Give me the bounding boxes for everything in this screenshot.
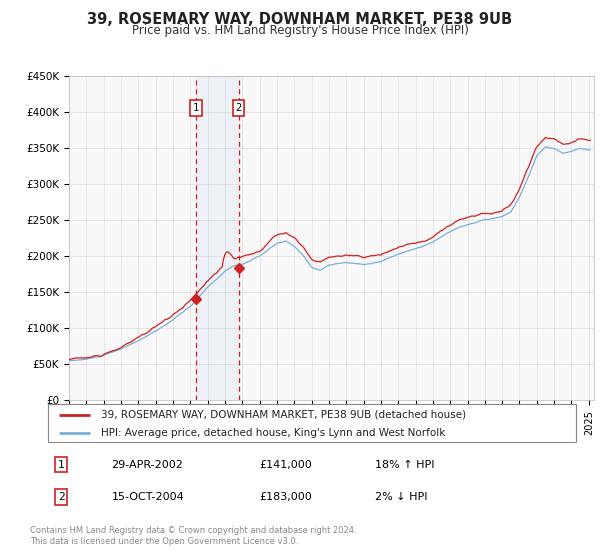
Text: 1: 1 xyxy=(58,460,65,470)
Text: Contains HM Land Registry data © Crown copyright and database right 2024.
This d: Contains HM Land Registry data © Crown c… xyxy=(30,526,356,546)
FancyBboxPatch shape xyxy=(48,404,576,442)
Text: 2: 2 xyxy=(58,492,65,502)
Text: 2: 2 xyxy=(236,103,242,113)
Text: 1: 1 xyxy=(193,103,199,113)
Bar xyxy=(196,76,239,400)
Text: 2% ↓ HPI: 2% ↓ HPI xyxy=(376,492,428,502)
Text: 39, ROSEMARY WAY, DOWNHAM MARKET, PE38 9UB: 39, ROSEMARY WAY, DOWNHAM MARKET, PE38 9… xyxy=(88,12,512,27)
Text: 15-OCT-2004: 15-OCT-2004 xyxy=(112,492,184,502)
Text: £183,000: £183,000 xyxy=(259,492,312,502)
Text: 18% ↑ HPI: 18% ↑ HPI xyxy=(376,460,435,470)
Text: 29-APR-2002: 29-APR-2002 xyxy=(112,460,183,470)
Text: HPI: Average price, detached house, King's Lynn and West Norfolk: HPI: Average price, detached house, King… xyxy=(101,428,445,438)
Text: 39, ROSEMARY WAY, DOWNHAM MARKET, PE38 9UB (detached house): 39, ROSEMARY WAY, DOWNHAM MARKET, PE38 9… xyxy=(101,409,466,419)
Text: Price paid vs. HM Land Registry's House Price Index (HPI): Price paid vs. HM Land Registry's House … xyxy=(131,24,469,36)
Text: £141,000: £141,000 xyxy=(259,460,312,470)
